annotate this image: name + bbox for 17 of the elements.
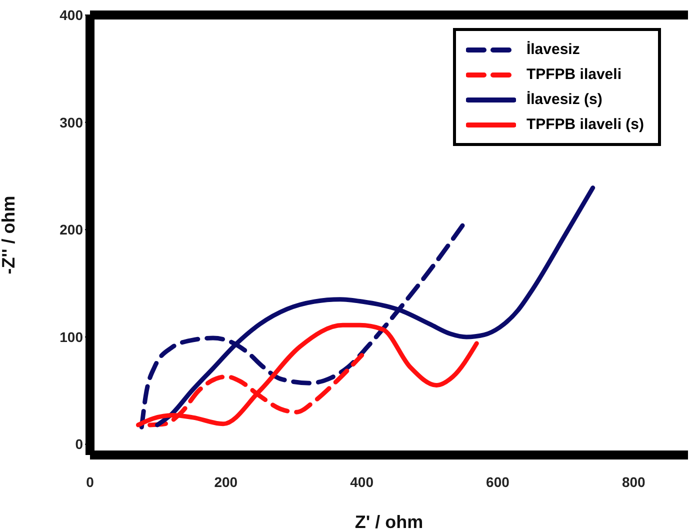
x-axis-title: Z' / ohm bbox=[354, 512, 424, 532]
legend-label: İlavesiz (s) bbox=[526, 91, 602, 108]
y-tick-label: 100 bbox=[60, 328, 84, 345]
y-tick-label: 0 bbox=[75, 436, 84, 452]
legend-label: İlavesiz bbox=[526, 41, 580, 58]
x-tick-label: 200 bbox=[214, 474, 238, 490]
y-axis-title: -Z'' / ohm bbox=[0, 196, 18, 274]
x-tick-label: 0 bbox=[86, 474, 94, 490]
legend-label: TPFPB ilaveli bbox=[526, 66, 622, 83]
x-tick-label: 800 bbox=[622, 474, 646, 490]
x-tick-label: 400 bbox=[350, 474, 374, 490]
y-tick-label: 300 bbox=[60, 114, 84, 130]
line-series bbox=[136, 322, 479, 428]
y-tick-label: 400 bbox=[60, 6, 84, 23]
y-tick-label: 200 bbox=[60, 222, 84, 238]
x-tick-label: 600 bbox=[486, 474, 510, 490]
legend-label: TPFPB ilaveli (s) bbox=[526, 116, 644, 133]
